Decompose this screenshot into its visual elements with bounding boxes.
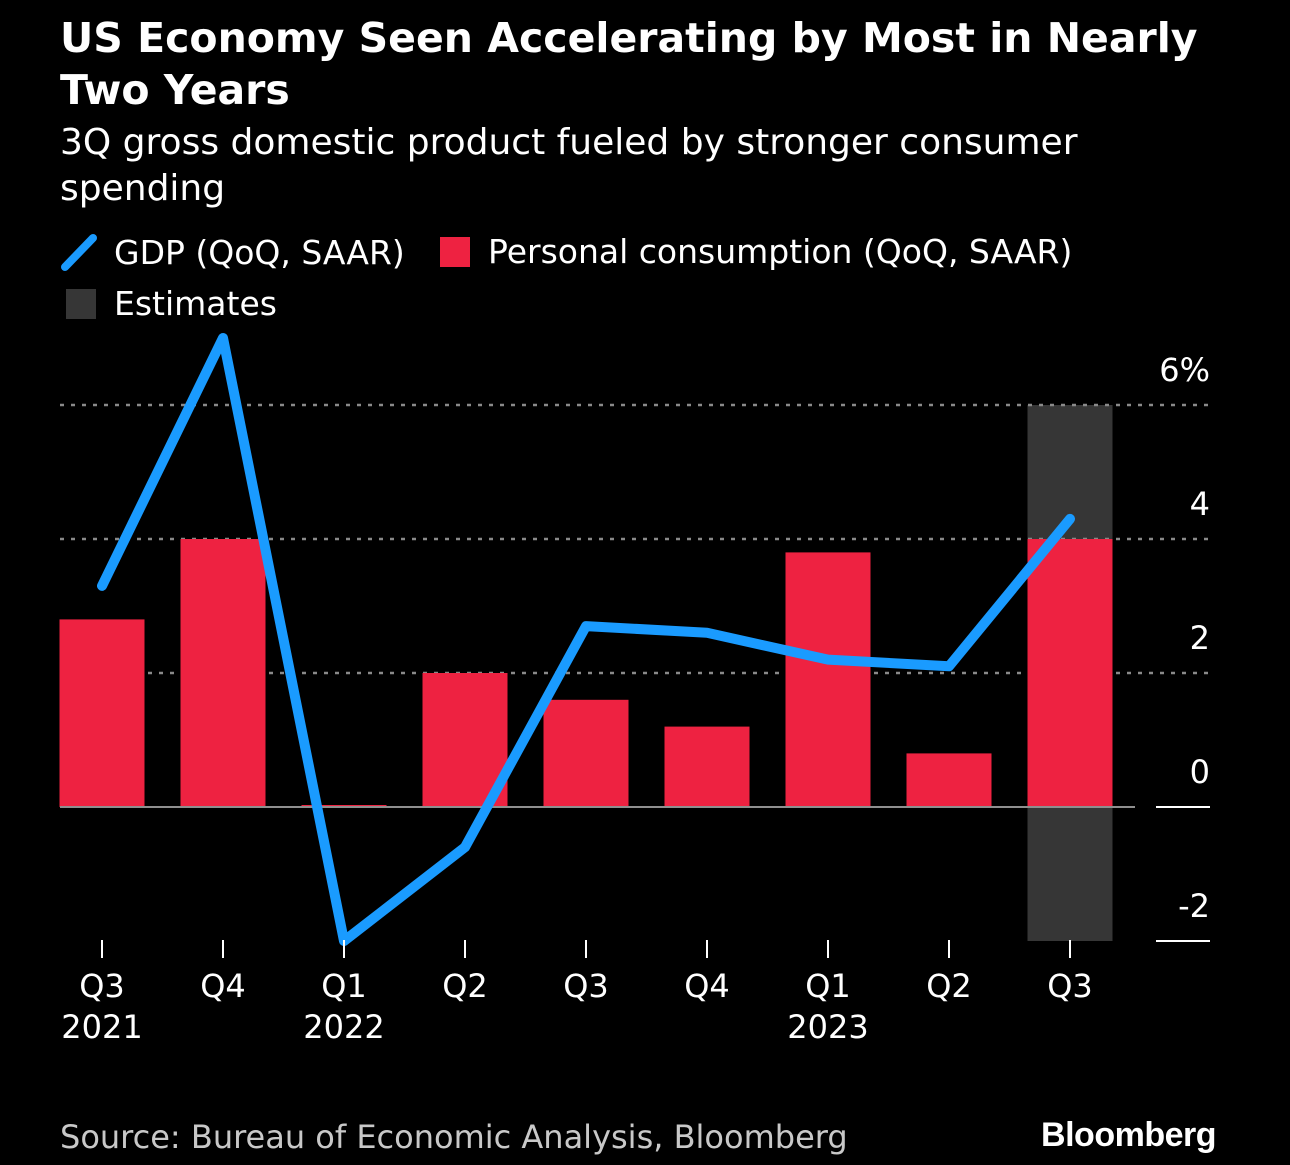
legend-gdp: GDP (QoQ, SAAR) xyxy=(60,232,405,272)
x-year-label: 2022 xyxy=(303,1008,384,1046)
chart-subtitle: 3Q gross domestic product fueled by stro… xyxy=(60,122,1078,209)
chart-title: US Economy Seen Accelerating by Most in … xyxy=(60,14,1198,114)
x-year-label: 2021 xyxy=(61,1008,142,1046)
x-tick-label: Q2 xyxy=(926,967,972,1005)
consumption-bar xyxy=(180,539,266,807)
x-tick-label: Q3 xyxy=(563,967,609,1005)
consumption-bar xyxy=(785,552,871,807)
y-tick-label: 6% xyxy=(1159,351,1210,389)
x-tick-label: Q4 xyxy=(200,967,246,1005)
legend-estimates-label: Estimates xyxy=(114,284,277,323)
bloomberg-logo: Bloomberg xyxy=(1041,1116,1216,1154)
x-tick-label: Q3 xyxy=(1047,967,1093,1005)
y-tick-label: -2 xyxy=(1178,887,1210,925)
x-tick-label: Q4 xyxy=(684,967,730,1005)
source-note: Source: Bureau of Economic Analysis, Blo… xyxy=(60,1118,848,1156)
consumption-bar xyxy=(1027,539,1113,807)
consumption-bar xyxy=(59,619,145,807)
x-year-label: 2023 xyxy=(787,1008,868,1046)
legend-gray-square-icon xyxy=(66,288,96,319)
legend-consumption-label: Personal consumption (QoQ, SAAR) xyxy=(488,232,1073,271)
legend-estimates: Estimates xyxy=(66,284,277,323)
consumption-bar xyxy=(664,726,750,807)
gdp-line xyxy=(97,333,1075,946)
x-tick-label: Q2 xyxy=(442,967,488,1005)
x-tick-label: Q1 xyxy=(805,967,851,1005)
legend-red-square-icon xyxy=(440,236,470,267)
legend-gdp-label: GDP (QoQ, SAAR) xyxy=(114,232,405,272)
consumption-bar xyxy=(906,753,992,807)
consumption-bar xyxy=(422,673,508,807)
y-tick-label: 4 xyxy=(1190,485,1210,523)
consumption-bar xyxy=(543,699,629,807)
legend-consumption: Personal consumption (QoQ, SAAR) xyxy=(440,232,1072,271)
y-tick-label: 0 xyxy=(1190,753,1210,791)
x-tick-label: Q3 xyxy=(79,967,125,1005)
legend-line-icon xyxy=(61,234,97,271)
y-tick-label: 2 xyxy=(1190,619,1210,657)
x-tick-label: Q1 xyxy=(321,967,367,1005)
